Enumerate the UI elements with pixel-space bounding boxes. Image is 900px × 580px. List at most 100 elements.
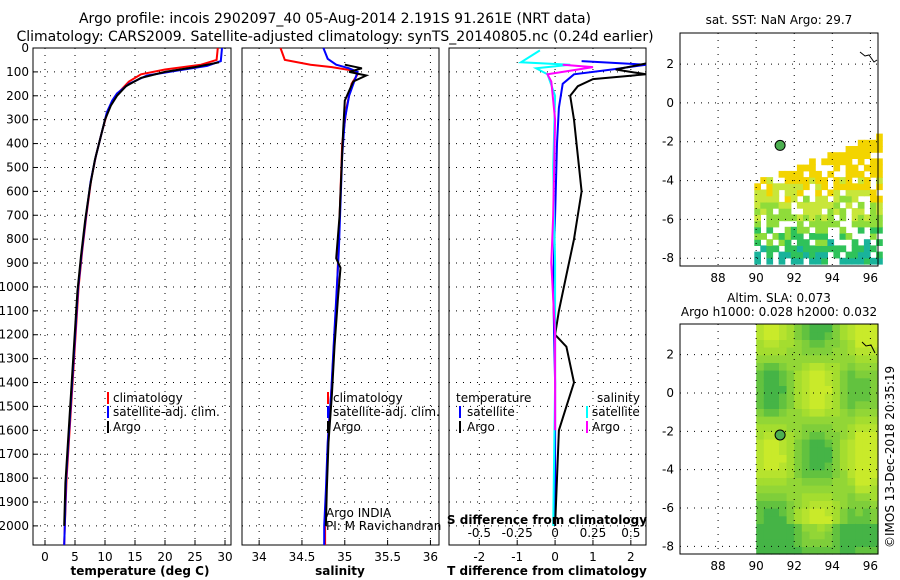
sst-cell (876, 226, 883, 234)
sla-cell (817, 469, 826, 478)
sla-cell (847, 492, 856, 501)
sst-cell (790, 189, 798, 197)
sla-cell (809, 423, 818, 432)
sla-cell (794, 416, 803, 425)
sla-cell (779, 531, 788, 540)
sla-cell (832, 485, 841, 494)
sla-cell (763, 400, 772, 409)
sla-map-axes (679, 323, 879, 555)
sst-cell (845, 233, 853, 240)
sst-cell (766, 245, 774, 253)
argo-position-marker (774, 139, 786, 151)
sla-cell (801, 531, 810, 540)
sla-cell (779, 370, 788, 379)
lon-tick-label: 96 (863, 559, 878, 573)
sst-cell (790, 257, 798, 265)
y-tick-label: 1400 (0, 376, 29, 390)
annotation-pi: PI: M Ravichandran (326, 519, 441, 533)
sla-cell (824, 331, 833, 340)
sst-cell (772, 195, 780, 203)
sst-cell (754, 220, 761, 228)
series-line-t-satellite (552, 60, 647, 526)
sst-cell (778, 233, 786, 240)
sla-cell (771, 370, 780, 379)
sla-cell (763, 469, 772, 478)
sla-cell (786, 531, 795, 540)
sla-cell (855, 331, 864, 340)
sla-cell (824, 531, 833, 540)
sst-cell (796, 233, 804, 240)
sla-cell (794, 385, 803, 394)
lat-tick-label: 2 (666, 57, 674, 71)
sst-cell (815, 201, 822, 209)
sla-cell (794, 431, 803, 440)
sst-cell (870, 201, 877, 209)
sla-cell (771, 324, 780, 333)
sst-cell (809, 208, 816, 215)
y-tick-label: 1000 (0, 280, 29, 294)
sla-cell (824, 523, 833, 532)
sla-cell (779, 400, 788, 409)
sla-cell (756, 339, 765, 348)
sla-cell (870, 469, 879, 478)
sla-cell (817, 454, 826, 463)
sla-cell (763, 492, 772, 501)
sla-cell (779, 408, 788, 417)
sst-cell (827, 158, 835, 166)
annotation-argo-india: Argo INDIA (326, 506, 392, 520)
sst-cell (796, 201, 804, 209)
sst-cell (857, 146, 865, 153)
sla-cell (847, 339, 856, 348)
sla-cell (862, 523, 871, 532)
sla-cell (832, 400, 841, 409)
y-tick-label: 1300 (0, 352, 29, 366)
sla-cell (824, 485, 833, 494)
y-tick-label: 200 (6, 89, 29, 103)
sla-cell (862, 531, 871, 540)
sla-cell (855, 446, 864, 455)
legend-label-satellite: satellite-adj. clim. (333, 405, 440, 419)
sla-cell (847, 538, 856, 547)
sla-cell (801, 446, 810, 455)
sla-cell (771, 446, 780, 455)
sla-cell (870, 462, 879, 471)
sla-cell (870, 331, 879, 340)
sst-cell (839, 208, 847, 215)
sst-cell (821, 233, 828, 240)
sst-cell (863, 139, 871, 147)
sla-cell (824, 439, 833, 448)
sla-cell (870, 400, 879, 409)
sst-cell (863, 146, 871, 153)
sla-cell (847, 477, 856, 486)
sst-cell (857, 183, 865, 191)
sst-cell (851, 208, 859, 215)
legend-label-satellite: satellite-adj. clim. (113, 405, 220, 419)
sla-cell (832, 370, 841, 379)
salinity-legend: climatology satellite-adj. clim. Argo (327, 391, 440, 434)
sla-cell (809, 546, 818, 555)
sla-cell (824, 500, 833, 509)
sla-cell (870, 454, 879, 463)
sla-cell (817, 324, 826, 333)
sst-cell (839, 177, 847, 184)
sla-cell (809, 339, 818, 348)
sla-cell (771, 531, 780, 540)
x-tick-label: 34 (251, 550, 266, 564)
y-tick-label: 400 (6, 137, 29, 151)
sla-cell (855, 508, 864, 517)
sla-cell (824, 446, 833, 455)
sla-cell (756, 462, 765, 471)
sst-cell (815, 214, 822, 222)
sla-cell (817, 515, 826, 524)
sst-cell (870, 195, 877, 203)
sla-cell (862, 393, 871, 402)
sla-cell (870, 377, 879, 386)
x-tick-label: 15 (127, 550, 142, 564)
sla-cell (763, 523, 772, 532)
sst-cell (833, 183, 841, 191)
temperature-axes (32, 47, 232, 546)
sla-cell (801, 500, 810, 509)
sst-cell (857, 245, 865, 253)
sla-cell (839, 416, 849, 425)
sla-cell (809, 523, 818, 532)
